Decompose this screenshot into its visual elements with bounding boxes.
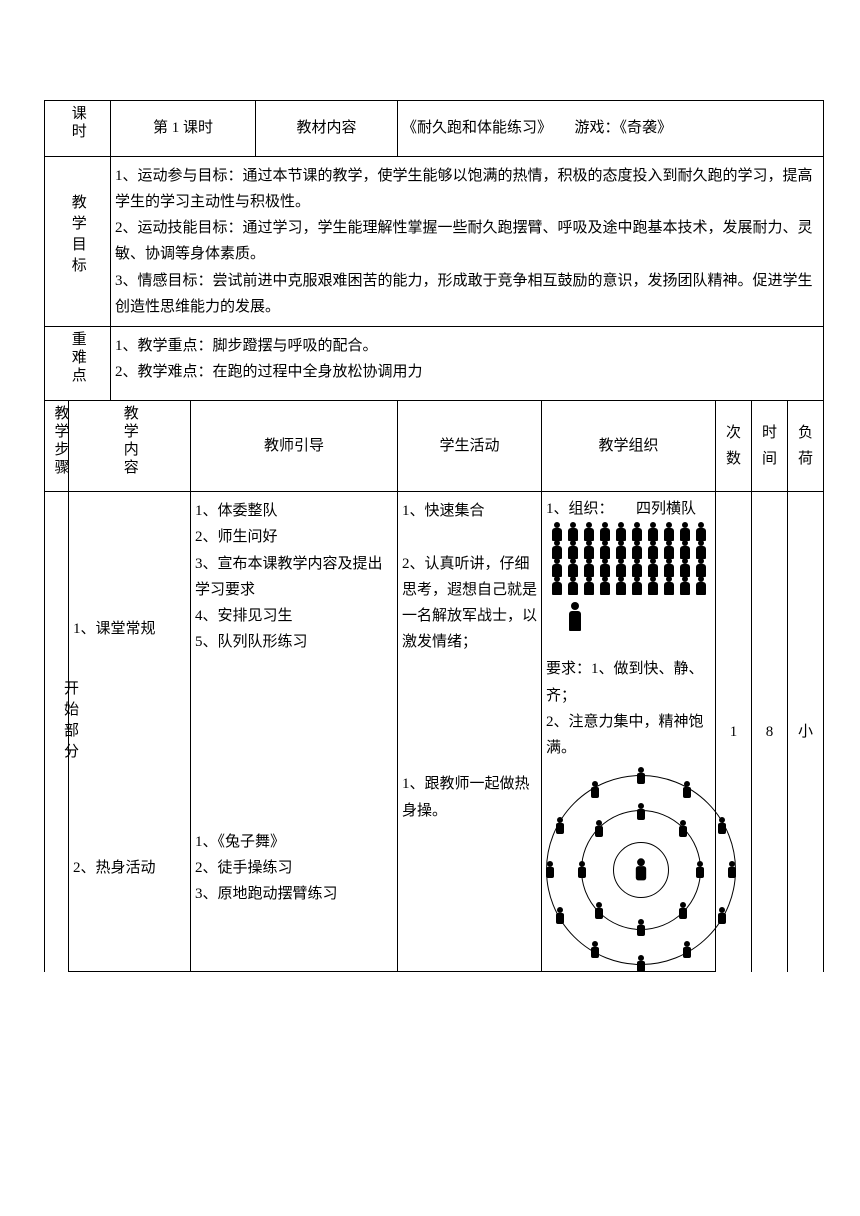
header-row: 课时 第 1 课时 教材内容 《耐久跑和体能练习》 游戏：《奇袭》 (45, 101, 824, 157)
org-1: 1、组织： 四列横队 要求：1、做到快、静、齐； 2、注意力集中，精神饱满。 (542, 492, 716, 766)
person-icon (635, 919, 647, 937)
material-label: 教材内容 (256, 101, 398, 157)
person-icon (554, 817, 566, 835)
person-icon (576, 861, 588, 879)
difficulties-text: 1、教学重点：脚步蹬摆与呼吸的配合。 2、教学难点：在跑的过程中全身放松协调用力 (111, 327, 824, 401)
student-1: 1、快速集合 2、认真听讲，仔细思考，遐想自己就是一名解放军战士，以激发情绪； (398, 492, 542, 766)
col-student: 学生活动 (398, 400, 542, 492)
formation-row (550, 558, 708, 578)
col-time: 时间 (752, 400, 788, 492)
person-icon (694, 861, 706, 879)
person-icon (554, 907, 566, 925)
formation-row (550, 576, 708, 596)
formation-row (550, 522, 708, 542)
person-icon (589, 941, 601, 959)
formation-row (550, 540, 708, 560)
person-icon (635, 955, 647, 973)
person-icon (593, 820, 605, 838)
person-icon (677, 820, 689, 838)
col-content: 教学内容 (69, 400, 191, 492)
material-value: 《耐久跑和体能练习》 游戏：《奇袭》 (398, 101, 824, 157)
lesson-plan-table: 课时 第 1 课时 教材内容 《耐久跑和体能练习》 游戏：《奇袭》 教学目标 1… (44, 100, 824, 972)
col-count: 次数 (716, 400, 752, 492)
person-icon (681, 781, 693, 799)
start-section-row-2: 2、热身活动 1、《兔子舞》 2、徒手操练习 3、原地跑动摆臂练习 1、跟教师一… (45, 765, 824, 972)
col-steps: 教学步骤 (45, 400, 69, 492)
person-icon (635, 767, 647, 785)
person-icon (635, 803, 647, 821)
circle-formation-diagram (546, 775, 736, 965)
org-requirements: 要求：1、做到快、静、齐； 2、注意力集中，精神饱满。 (546, 656, 711, 761)
person-icon (589, 781, 601, 799)
person-icon (677, 902, 689, 920)
difficulties-row: 重难点 1、教学重点：脚步蹬摆与呼吸的配合。 2、教学难点：在跑的过程中全身放松… (45, 327, 824, 401)
col-teacher: 教师引导 (191, 400, 398, 492)
person-icon (716, 907, 728, 925)
content-2: 2、热身活动 (69, 765, 191, 972)
col-org: 教学组织 (542, 400, 716, 492)
student-2: 1、跟教师一起做热身操。 (398, 765, 542, 972)
teacher-1: 1、体委整队 2、师生问好 3、宣布本课教学内容及提出学习要求 4、安排见习生 … (191, 492, 398, 766)
leader-icon (633, 859, 649, 882)
formation-diagram (546, 522, 711, 634)
lesson-time-label: 课时 (45, 101, 111, 157)
goals-row: 教学目标 1、运动参与目标：通过本节课的教学，使学生能够以饱满的热情，积极的态度… (45, 156, 824, 327)
difficulties-label: 重难点 (45, 327, 111, 401)
person-icon (593, 902, 605, 920)
org-title: 1、组织： 四列横队 (546, 496, 711, 522)
time-value: 8 (752, 492, 788, 972)
goals-text: 1、运动参与目标：通过本节课的教学，使学生能够以饱满的热情，积极的态度投入到耐久… (111, 156, 824, 327)
person-icon (681, 941, 693, 959)
col-load: 负荷 (788, 400, 824, 492)
column-header-row: 教学步骤 教学内容 教师引导 学生活动 教学组织 次数 时间 负荷 (45, 400, 824, 492)
person-icon (726, 861, 738, 879)
load-value: 小 (788, 492, 824, 972)
org-2 (542, 765, 716, 972)
teacher-2: 1、《兔子舞》 2、徒手操练习 3、原地跑动摆臂练习 (191, 765, 398, 972)
lesson-time-value: 第 1 课时 (111, 101, 256, 157)
start-section-row-1: 开始部分 1、课堂常规 1、体委整队 2、师生问好 3、宣布本课教学内容及提出学… (45, 492, 824, 766)
person-icon (544, 861, 556, 879)
person-icon (716, 817, 728, 835)
leader-icon (564, 602, 586, 634)
goals-label: 教学目标 (45, 156, 111, 327)
phase-label: 开始部分 (45, 492, 69, 972)
